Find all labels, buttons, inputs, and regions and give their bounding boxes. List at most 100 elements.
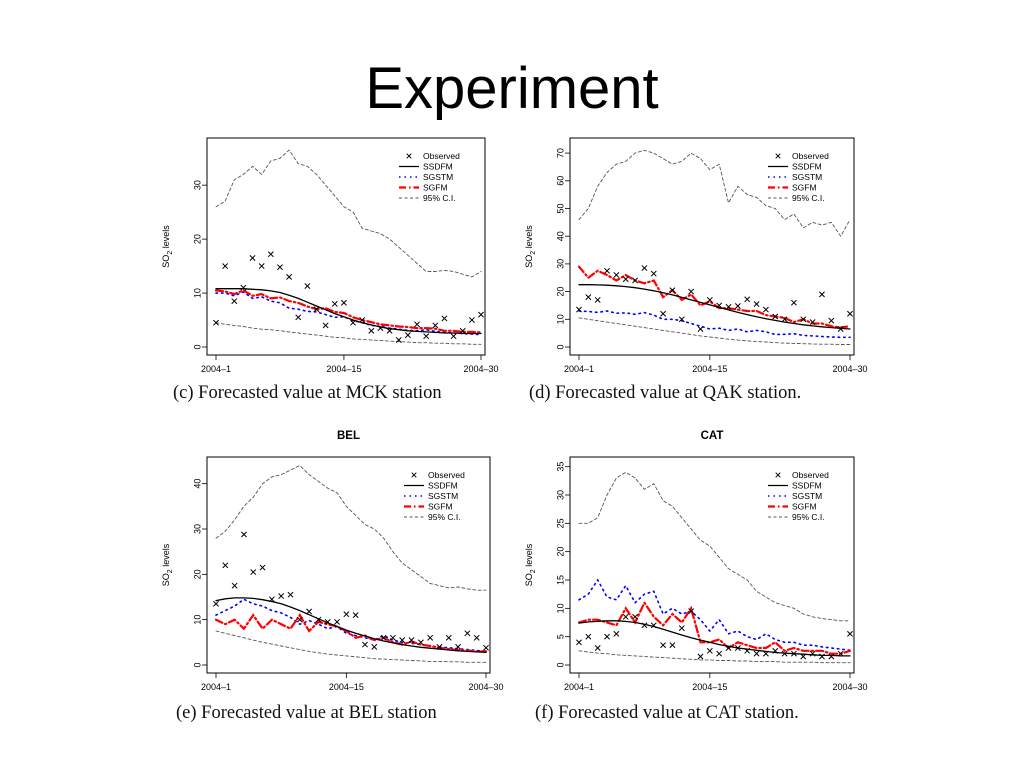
- observed-point-stroke: [417, 639, 424, 646]
- observed-point-stroke: [697, 653, 704, 660]
- series-ssdfm: [578, 620, 851, 657]
- observed-point-stroke: [371, 643, 378, 650]
- observed-point-stroke: [641, 265, 648, 272]
- observed-point-stroke: [576, 306, 582, 313]
- plot-frame: [206, 137, 486, 356]
- observed-point: [847, 310, 853, 317]
- observed-point: [380, 634, 387, 641]
- observed-point-stroke: [334, 618, 340, 625]
- caption-qak: (d) Forecasted value at QAK station.: [529, 383, 802, 403]
- observed-point-stroke: [613, 630, 620, 637]
- observed-point-stroke: [847, 310, 853, 317]
- observed-point: [324, 618, 331, 625]
- y-tick-label: 35: [555, 462, 565, 472]
- observed-point-stroke: [343, 611, 350, 618]
- observed-point: [258, 263, 265, 270]
- observed-point: [688, 288, 695, 295]
- y-tick-label: 50: [555, 203, 565, 213]
- observed-point: [660, 642, 667, 649]
- series-sgfm: [577, 265, 852, 329]
- observed-point: [222, 263, 229, 270]
- observed-point: [371, 643, 378, 650]
- legend-symbol: [775, 472, 781, 478]
- observed-point-stroke: [268, 596, 275, 603]
- observed-point-stroke: [334, 618, 340, 625]
- observed-point-stroke: [781, 316, 788, 323]
- observed-point-stroke: [753, 650, 760, 657]
- observed-point: [427, 634, 434, 641]
- y-tick-label: 70: [555, 148, 565, 158]
- observed-point: [669, 287, 676, 294]
- x-tick-label: 2004–15: [329, 682, 364, 692]
- observed-point: [395, 337, 402, 343]
- legend-label: SSDFM: [423, 162, 453, 172]
- observed-point-stroke: [781, 316, 788, 323]
- observed-point-stroke: [716, 650, 723, 657]
- y-tick-label: 15: [555, 575, 565, 585]
- slide-title: Experiment: [365, 56, 659, 121]
- observed-point-stroke: [371, 643, 378, 650]
- legend-symbol: [411, 472, 417, 478]
- observed-point-stroke: [441, 315, 448, 322]
- y-tick-label: 20: [192, 234, 202, 244]
- observed-point-stroke: [352, 612, 359, 619]
- observed-point-stroke: [322, 322, 329, 329]
- observed-point: [744, 647, 751, 654]
- observed-point-stroke: [716, 302, 723, 309]
- y-tick-label: 60: [555, 176, 565, 186]
- legend-label: SGFM: [423, 183, 448, 193]
- observed-point-stroke: [697, 326, 704, 332]
- observed-point-stroke: [725, 303, 732, 310]
- observed-point: [632, 277, 639, 284]
- observed-point: [277, 264, 283, 271]
- observed-point-stroke: [641, 622, 648, 629]
- observed-point-stroke: [240, 284, 247, 291]
- observed-point-stroke: [386, 327, 393, 334]
- observed-point-stroke: [258, 263, 265, 270]
- observed-point-stroke: [359, 317, 366, 323]
- observed-point-stroke: [762, 306, 769, 313]
- observed-point-stroke: [585, 294, 592, 301]
- legend-label: SSDFM: [792, 162, 822, 172]
- observed-point-stroke: [847, 310, 853, 317]
- observed-point-stroke: [414, 321, 420, 328]
- observed-point-stroke: [473, 634, 480, 641]
- observed-point-stroke: [377, 325, 384, 332]
- observed-point-stroke: [450, 333, 457, 340]
- observed-point-stroke: [688, 608, 695, 615]
- series-ssdfm: [578, 284, 851, 330]
- observed-point: [377, 325, 384, 332]
- observed-point-stroke: [725, 645, 732, 651]
- observed-point: [340, 299, 347, 306]
- legend-marker: [411, 472, 417, 478]
- observed-point-stroke: [800, 316, 807, 323]
- observed-point-stroke: [286, 273, 293, 280]
- observed-point-stroke: [837, 326, 844, 332]
- observed-point: [837, 650, 844, 657]
- observed-point-stroke: [847, 630, 853, 637]
- observed-point-stroke: [315, 616, 322, 623]
- observed-point-stroke: [772, 647, 779, 654]
- y-tick-label: 30: [555, 259, 565, 269]
- observed-point: [734, 645, 741, 651]
- observed-point-stroke: [706, 647, 713, 654]
- observed-point-stroke: [304, 283, 311, 289]
- observed-point-stroke: [295, 314, 302, 321]
- observed-point-stroke: [296, 616, 303, 623]
- observed-point-stroke: [240, 531, 247, 538]
- observed-point: [604, 267, 610, 274]
- series-95ci: [578, 650, 851, 664]
- panel-title: BEL: [337, 430, 360, 442]
- observed-point: [725, 645, 732, 651]
- legend-marker: [411, 472, 417, 478]
- observed-point-stroke: [632, 277, 639, 284]
- y-tick-label: 0: [192, 662, 202, 667]
- y-axis-label: SO2 levels: [524, 543, 537, 586]
- y-tick-label: 40: [555, 231, 565, 241]
- observed-point-stroke: [362, 641, 368, 648]
- legend-marker: [406, 153, 412, 159]
- observed-point-stroke: [483, 644, 489, 651]
- observed-point-stroke: [819, 653, 825, 660]
- observed-point: [389, 634, 396, 641]
- observed-point: [343, 611, 350, 618]
